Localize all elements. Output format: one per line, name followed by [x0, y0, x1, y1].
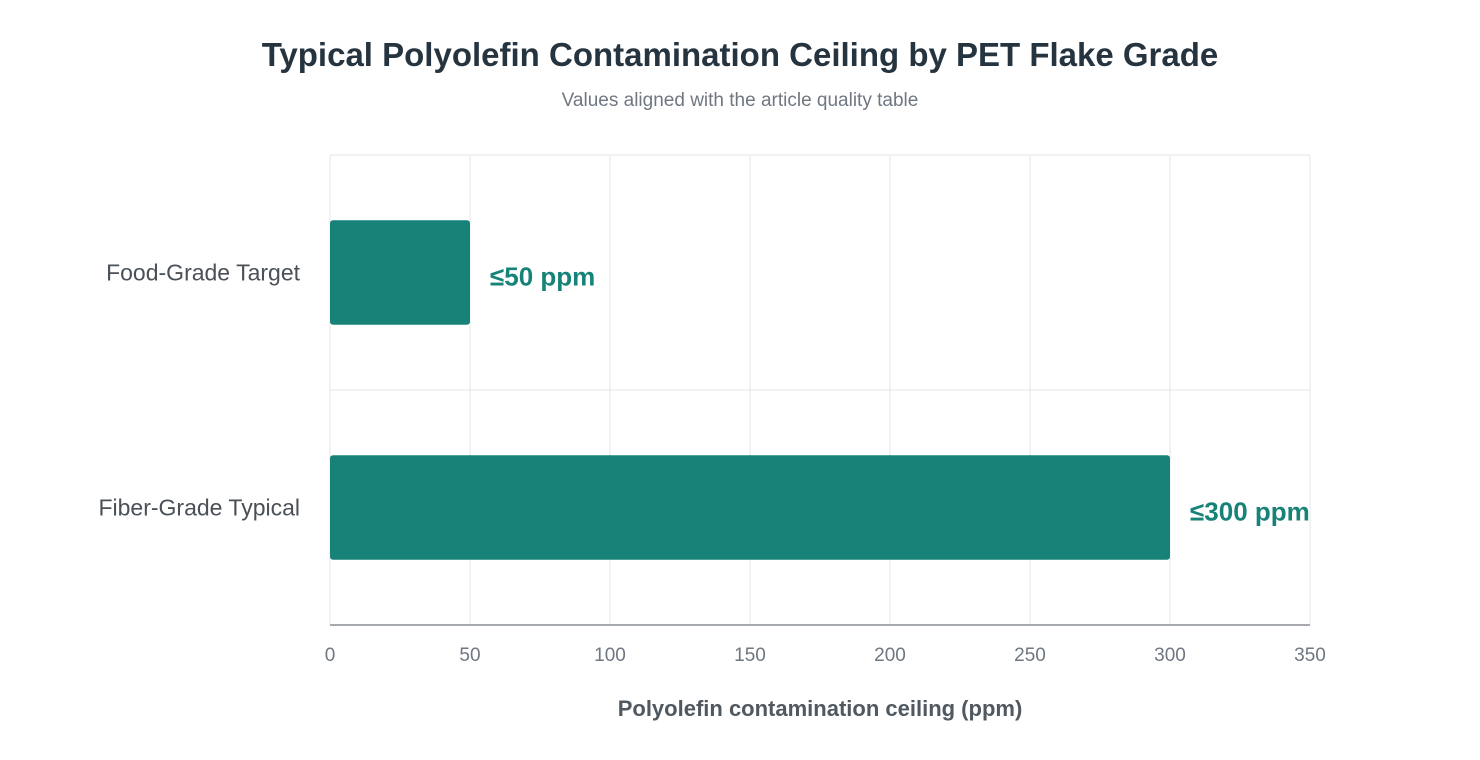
chart-title: Typical Polyolefin Contamination Ceiling… — [261, 36, 1219, 73]
bar-0 — [330, 220, 470, 325]
x-tick-label-50: 50 — [459, 645, 480, 666]
data-label-0: ≤50 ppm — [490, 262, 595, 292]
x-tick-label-200: 200 — [874, 645, 906, 666]
data-label-1: ≤300 ppm — [1190, 497, 1310, 527]
x-tick-label-250: 250 — [1014, 645, 1046, 666]
category-label-1: Fiber-Grade Typical — [98, 495, 300, 521]
data-labels: ≤50 ppm ≤300 ppm — [490, 262, 1310, 527]
bar-1 — [330, 455, 1170, 560]
category-labels: Food-Grade Target Fiber-Grade Typical — [98, 260, 300, 521]
x-tick-label-0: 0 — [325, 645, 336, 666]
x-axis: 0 50 100 150 200 250 300 350 — [325, 624, 1326, 666]
bars — [330, 220, 1170, 560]
x-tick-label-350: 350 — [1294, 645, 1326, 666]
x-axis-title: Polyolefin contamination ceiling (ppm) — [618, 696, 1023, 721]
x-tick-label-100: 100 — [594, 645, 626, 666]
x-tick-label-150: 150 — [734, 645, 766, 666]
x-tick-label-300: 300 — [1154, 645, 1186, 666]
chart-subtitle: Values aligned with the article quality … — [561, 90, 919, 111]
category-label-0: Food-Grade Target — [106, 260, 301, 286]
